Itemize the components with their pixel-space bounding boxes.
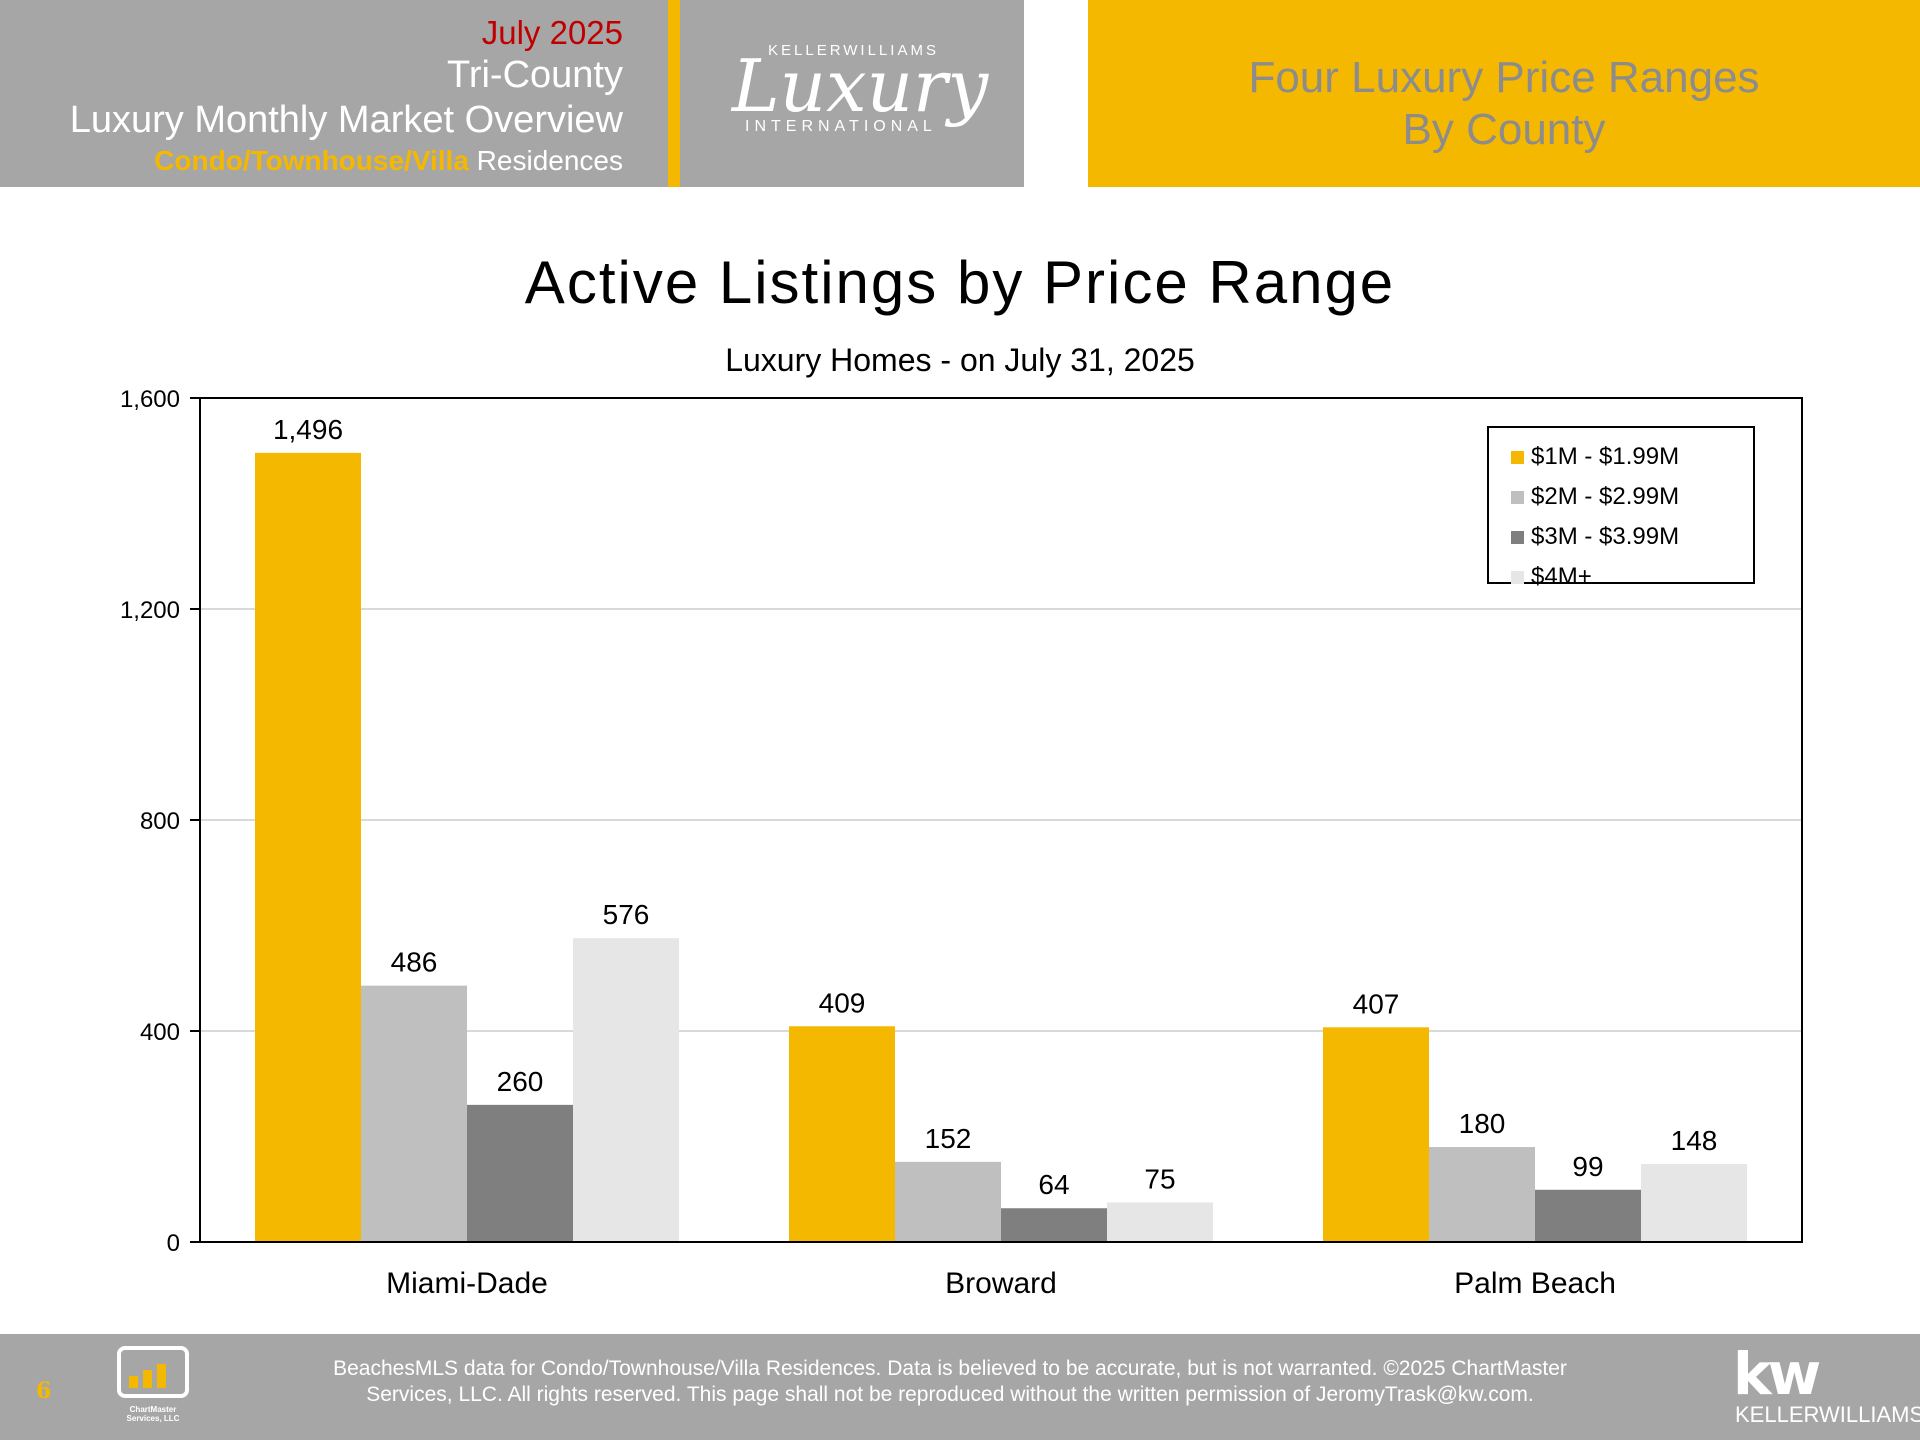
legend-item: $3M - $3.99M	[1511, 522, 1680, 552]
logo-script-text: Luxury	[731, 44, 989, 128]
x-tick-label: Miami-Dade	[386, 1267, 548, 1300]
data-label: 260	[497, 1066, 544, 1097]
legend-swatch	[1511, 491, 1524, 504]
chartmaster-logo-bar	[129, 1376, 138, 1388]
data-label: 409	[819, 987, 866, 1018]
y-tick-label: 400	[140, 1019, 180, 1046]
header-left-panel	[0, 0, 668, 187]
data-label: 64	[1038, 1169, 1069, 1200]
y-tick-label: 0	[167, 1230, 180, 1257]
data-label: 148	[1671, 1125, 1718, 1156]
bar	[1107, 1202, 1213, 1242]
bar	[1641, 1163, 1747, 1242]
y-tick-label: 1,200	[120, 597, 180, 624]
bar	[1429, 1147, 1535, 1242]
chart-subtitle: Luxury Homes - on July 31, 2025	[725, 342, 1195, 378]
bar-chart: 0 400 800 1,200 1,600 1,496 486 260 576 Miami-Dad…	[120, 386, 1803, 1300]
legend-item: $1M - $1.99M	[1511, 442, 1680, 472]
kw-logo-icon: kw	[1733, 1340, 1821, 1408]
page-number: 6	[36, 1378, 52, 1404]
x-tick-label: Palm Beach	[1454, 1267, 1616, 1300]
property-type: Condo/Townhouse/Villa Residences	[154, 145, 623, 177]
legend-label: $4M+	[1531, 563, 1592, 590]
legend-item: $2M - $2.99M	[1511, 482, 1680, 512]
footer-disclaimer-line1: BeachesMLS data for Condo/Townhouse/Vill…	[333, 1357, 1567, 1380]
chartmaster-logo-line1: ChartMaster	[129, 1405, 177, 1414]
logo-brand-text: KELLERWILLIAMS	[768, 42, 939, 59]
footer-disclaimer: BeachesMLS data for Condo/Townhouse/Vill…	[240, 1356, 1660, 1408]
data-label: 180	[1459, 1108, 1506, 1139]
legend-label: $2M - $2.99M	[1531, 483, 1680, 510]
chartmaster-logo-icon	[117, 1346, 189, 1398]
report-region: Tri-County	[447, 54, 623, 96]
chart-legend: $1M - $1.99M $2M - $2.99M $3M - $3.99M $4M+	[1487, 426, 1755, 590]
legend-swatch	[1511, 451, 1524, 464]
logo-sub-text: INTERNATIONAL	[745, 118, 937, 135]
legend-swatch	[1511, 571, 1524, 584]
data-label: 99	[1572, 1151, 1603, 1182]
luxury-logo-panel	[680, 0, 1024, 187]
bar	[1535, 1189, 1641, 1242]
y-tick-label: 1,600	[120, 386, 180, 413]
header-right-panel	[1088, 0, 1920, 187]
bar	[573, 938, 679, 1242]
report-date: July 2025	[481, 14, 623, 51]
footer-disclaimer-line2: Services, LLC. All rights reserved. This…	[366, 1383, 1534, 1406]
section-title: Four Luxury Price Ranges By County	[1088, 52, 1920, 156]
legend-item: $4M+	[1511, 562, 1592, 592]
chartmaster-logo-bar	[157, 1364, 166, 1388]
bar	[255, 452, 361, 1242]
bar	[895, 1161, 1001, 1242]
legend-swatch	[1511, 531, 1524, 544]
chartmaster-logo-line2: Services, LLC	[126, 1414, 180, 1423]
chartmaster-logo-text: ChartMaster Services, LLC	[106, 1405, 200, 1423]
header-accent-strip	[668, 0, 680, 187]
bar	[361, 985, 467, 1242]
data-label: 486	[391, 947, 438, 978]
legend-label: $3M - $3.99M	[1531, 523, 1680, 550]
bar	[789, 1026, 895, 1242]
plot-area-border	[199, 397, 1803, 1243]
bar	[467, 1104, 573, 1242]
chartmaster-logo-bar	[143, 1370, 152, 1388]
report-title: Luxury Monthly Market Overview	[69, 99, 623, 141]
chart-title: Active Listings by Price Range	[524, 249, 1396, 316]
data-label: 407	[1353, 988, 1400, 1019]
data-label: 152	[925, 1123, 972, 1154]
footer-bar	[0, 1334, 1920, 1440]
data-label: 75	[1144, 1163, 1175, 1194]
section-title-line2: By County	[1402, 105, 1606, 154]
property-type-highlight: Condo/Townhouse/Villa	[154, 145, 469, 176]
legend-label: $1M - $1.99M	[1531, 443, 1680, 470]
y-tick-label: 800	[140, 808, 180, 835]
x-tick-label: Broward	[945, 1267, 1057, 1300]
bar	[1001, 1208, 1107, 1242]
kw-logo-text: KELLERWILLIAMS.	[1735, 1402, 1920, 1427]
section-title-line1: Four Luxury Price Ranges	[1248, 53, 1760, 102]
bar	[1323, 1027, 1429, 1242]
data-label: 576	[603, 899, 650, 930]
property-type-suffix: Residences	[468, 145, 623, 176]
data-label: 1,496	[273, 414, 343, 445]
